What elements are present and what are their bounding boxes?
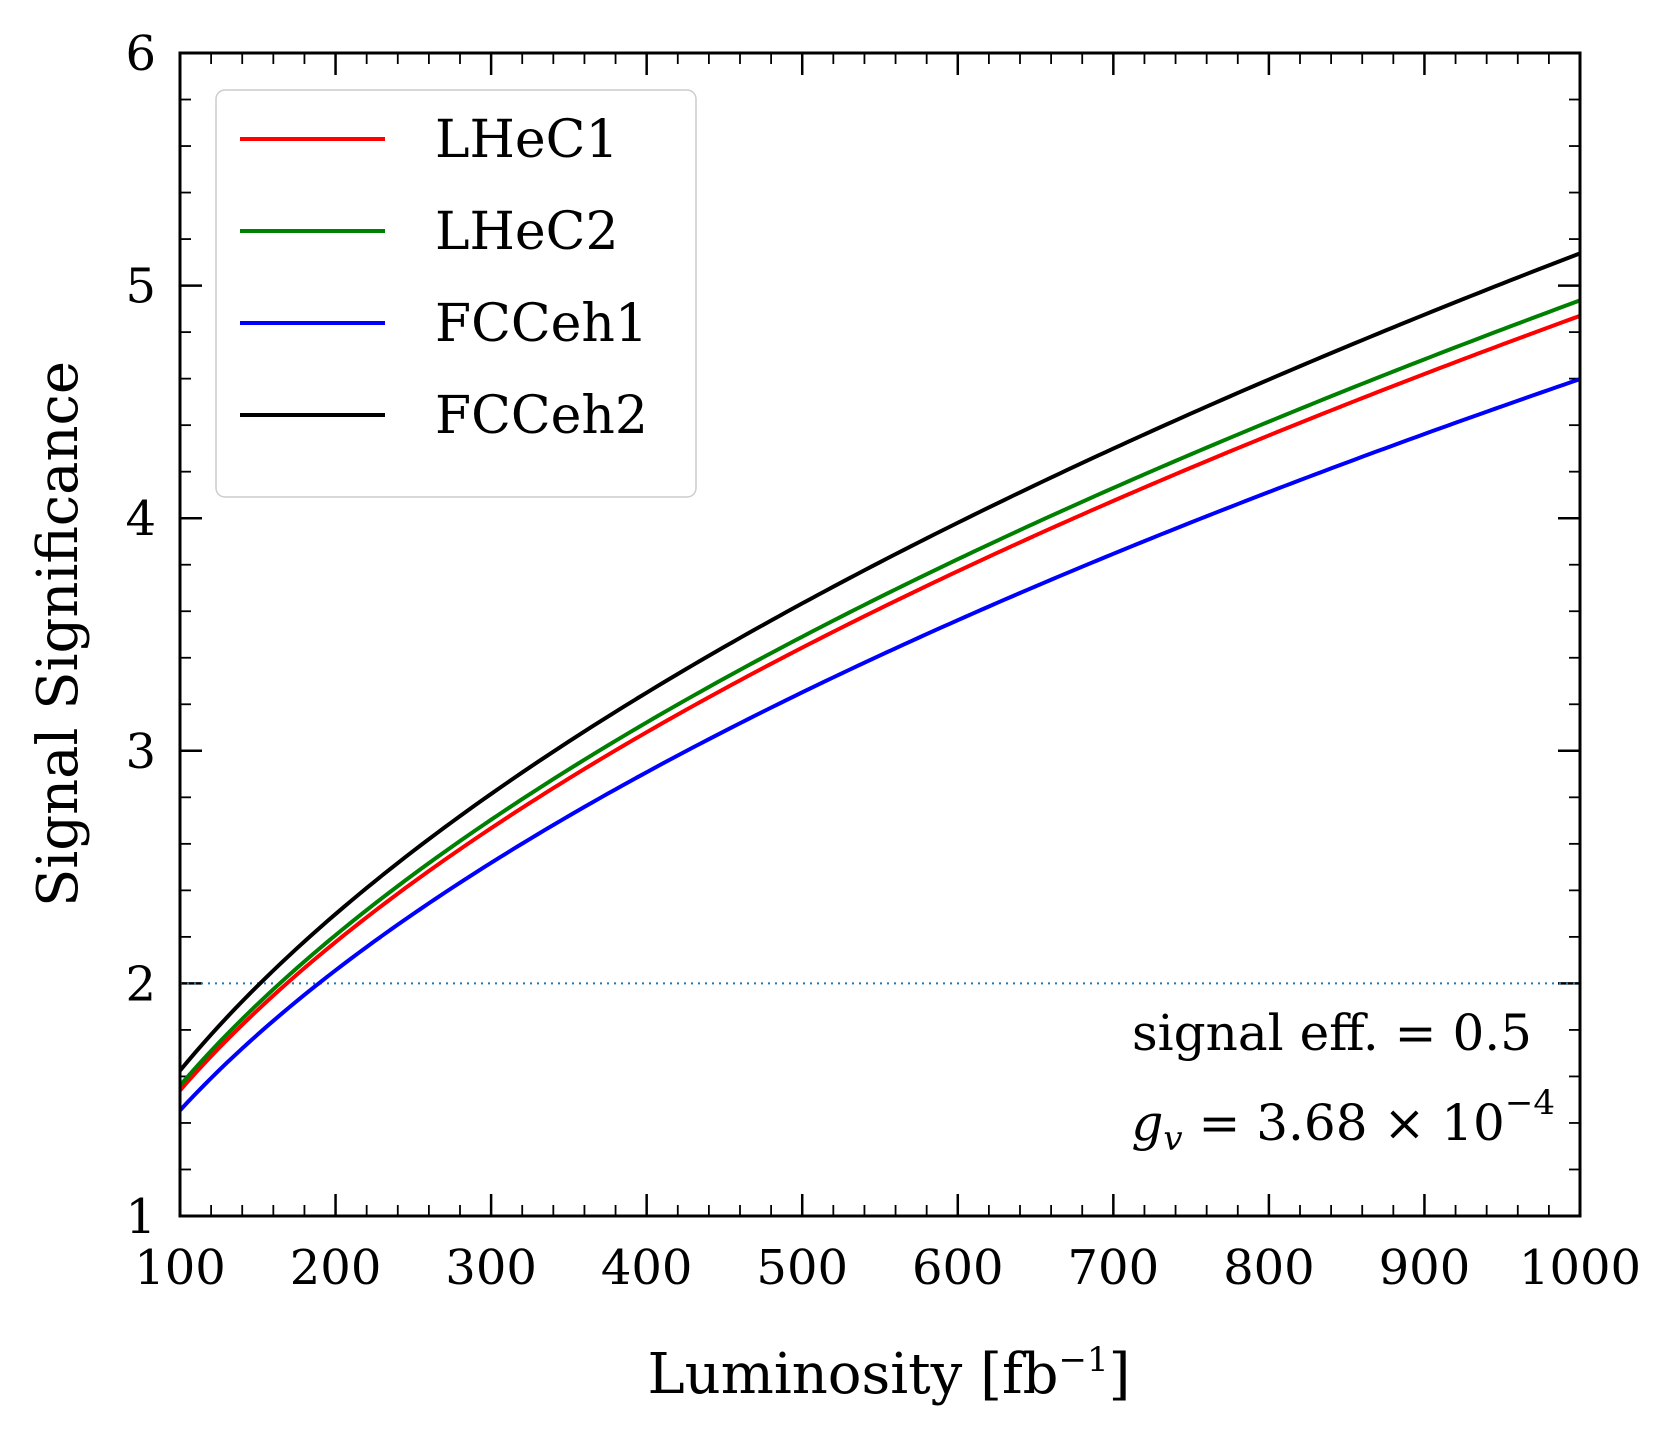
legend-label-lhec2: LHeC2	[435, 202, 619, 262]
legend-label-lhec1: LHeC1	[435, 110, 619, 170]
y-tick-label: 1	[125, 1189, 156, 1245]
series-layer	[178, 251, 1581, 1112]
legend-box	[215, 89, 697, 498]
legend: LHeC1 LHeC2 FCCeh1 FCCeh2	[215, 89, 697, 498]
x-axis-title-exponent: −1	[1059, 1340, 1109, 1380]
annotation-coupling-exponent: −4	[1505, 1083, 1555, 1123]
y-tick-label: 6	[125, 26, 156, 82]
x-tick-label: 500	[756, 1240, 848, 1296]
x-tick-label: 700	[1068, 1240, 1160, 1296]
x-axis-title-text: Luminosity [fb	[647, 1342, 1058, 1407]
y-tick-labels: 1 2 3 4 5 6	[125, 26, 156, 1245]
legend-label-fcceh2: FCCeh2	[435, 386, 648, 446]
annotation-coupling-value: = 3.68 × 10	[1183, 1094, 1505, 1152]
annotation-signal-efficiency: signal eff. = 0.5	[1132, 1004, 1532, 1062]
series-line-fcceh1	[178, 377, 1581, 1112]
x-tick-label: 200	[290, 1240, 382, 1296]
x-tick-label: 1000	[1519, 1240, 1641, 1296]
series-line-lhec1	[178, 313, 1581, 1092]
x-tick-label: 400	[601, 1240, 693, 1296]
series-line-fcceh2	[178, 251, 1581, 1072]
y-tick-label: 4	[125, 491, 156, 547]
x-tick-marks	[178, 53, 1582, 1216]
x-axis-title: Luminosity [fb−1]	[647, 1340, 1130, 1407]
y-tick-label: 5	[125, 259, 156, 315]
y-tick-label: 2	[125, 956, 156, 1012]
annotation-coupling-subscript: v	[1163, 1119, 1182, 1159]
x-axis-title-close: ]	[1109, 1342, 1131, 1407]
series-line-lhec2	[178, 298, 1581, 1087]
x-tick-label: 800	[1223, 1240, 1315, 1296]
y-axis-title: Signal Significance	[26, 361, 91, 907]
x-tick-label: 100	[134, 1240, 226, 1296]
y-tick-label: 3	[125, 724, 156, 780]
legend-label-fcceh1: FCCeh1	[435, 294, 648, 354]
plot-frame	[178, 51, 1582, 1218]
annotation-coupling: gv = 3.68 × 10−4	[1131, 1083, 1555, 1159]
annotation-coupling-symbol: g	[1131, 1094, 1163, 1152]
x-tick-label: 900	[1379, 1240, 1471, 1296]
x-tick-labels: 100 200 300 400 500 600 700 800 900 1000	[134, 1240, 1641, 1296]
x-tick-label: 300	[445, 1240, 537, 1296]
x-tick-label: 600	[912, 1240, 1004, 1296]
